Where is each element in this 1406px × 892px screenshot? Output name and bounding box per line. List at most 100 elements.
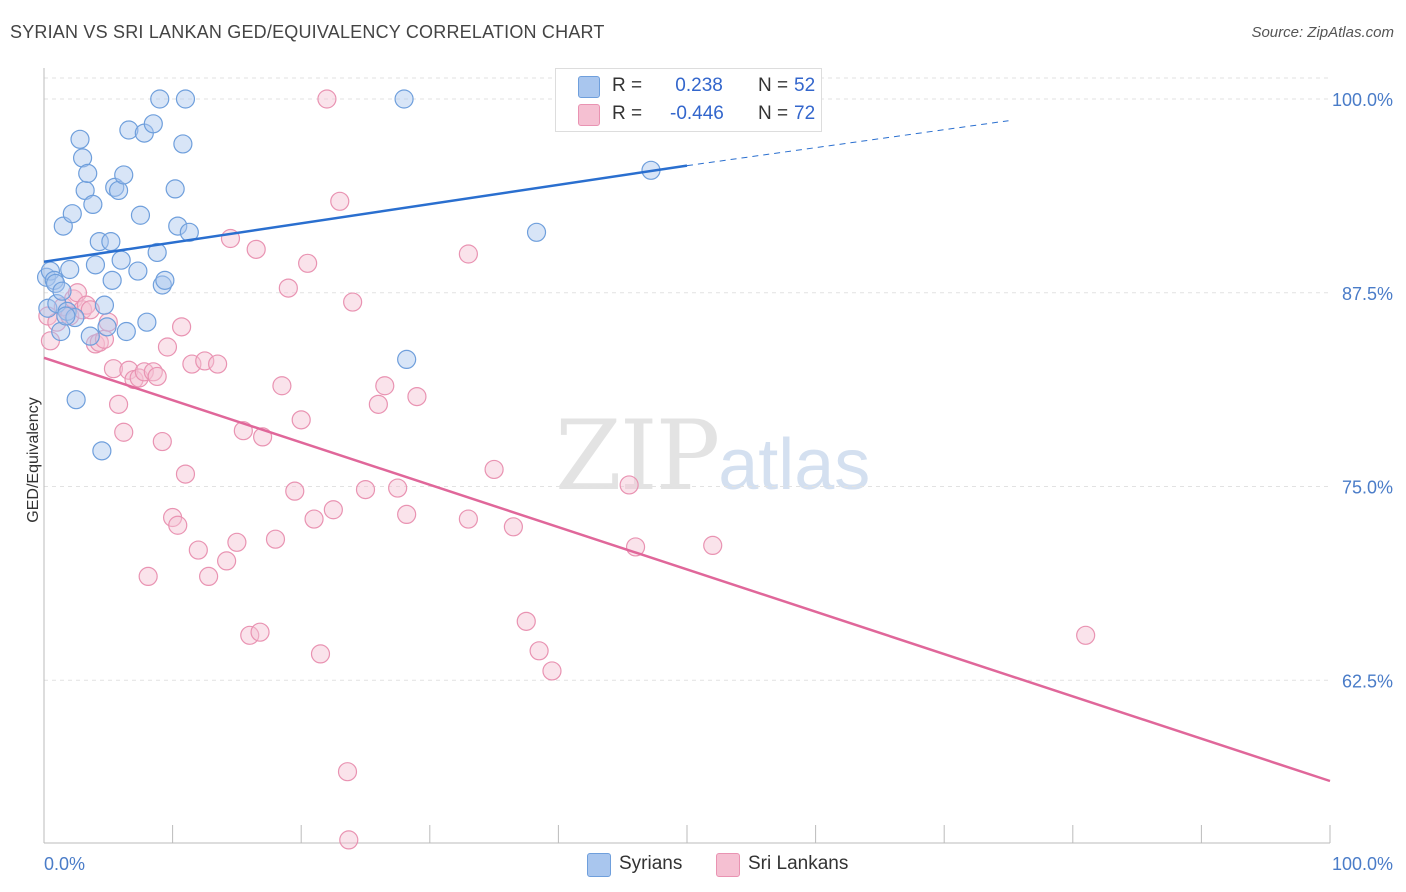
syrian-point (173, 134, 193, 154)
chart-source: Source: ZipAtlas.com (1251, 24, 1394, 41)
y-tick-label: 62.5% (1342, 671, 1393, 691)
sri-lankans-legend-swatch (716, 853, 740, 877)
syrian-point (108, 180, 129, 201)
syrian-point (526, 222, 547, 242)
sri-lankan-point (103, 359, 124, 379)
watermark-zip: ZIP (555, 400, 720, 512)
syrians-swatch (578, 76, 600, 98)
syrian-point (150, 89, 170, 109)
r-label: R = (612, 75, 643, 96)
syrian-point (80, 326, 100, 346)
sri-lankan-point (503, 517, 523, 537)
sri-lankan-point (310, 644, 331, 664)
sri-lankan-point (484, 459, 504, 480)
trend-lines (43, 120, 1331, 783)
r-value: 0.238 (670, 75, 723, 96)
syrian-points (36, 89, 661, 461)
sri-lankan-point (157, 337, 178, 357)
sri-lankan-point (388, 478, 408, 498)
sri-lankan-point (285, 481, 305, 501)
syrian-point (119, 120, 139, 140)
n-label: N = (758, 103, 789, 124)
tick-labels: 100.0% 87.5% 75.0% 62.5% 0.0% 100.0% GED/Equiv… (25, 90, 1393, 874)
sri-lankan-point (703, 535, 723, 556)
y-tick-label: 100.0% (1332, 90, 1393, 110)
syrian-point (111, 250, 131, 270)
sri-lankan-point (317, 89, 337, 109)
syrian-point (51, 321, 71, 342)
syrian-point (70, 129, 90, 149)
syrian-point (128, 261, 148, 281)
stats-legend: R = 0.238 N = 52 R = -0.446 N = 72 (555, 68, 822, 132)
sri-lankan-trend-line (43, 356, 1331, 783)
syrian-point (94, 295, 115, 315)
syrians-legend-swatch (587, 853, 611, 877)
sri-lankan-point (227, 532, 247, 552)
x-tick-label: 0.0% (44, 854, 85, 874)
sri-lankan-point (199, 566, 219, 587)
sri-lankan-point (339, 830, 359, 850)
watermark-atlas: atlas (718, 425, 871, 505)
syrian-point (116, 321, 136, 342)
n-value: 72 (794, 103, 816, 124)
r-label: R = (612, 103, 643, 124)
syrian-point (97, 317, 117, 337)
chart-title: SYRIAN VS SRI LANKAN GED/EQUIVALENCY COR… (10, 22, 605, 42)
syrian-point (102, 270, 122, 290)
syrian-point (394, 89, 414, 109)
syrian-point (101, 232, 121, 252)
sri-lankan-points (38, 89, 1096, 850)
syrians-legend-label: Syrians (619, 853, 683, 874)
sri-lankan-point (119, 360, 139, 380)
sri-lankan-point (343, 292, 363, 312)
syrian-point (179, 222, 199, 242)
sri-lankan-point (355, 480, 376, 500)
sri-lankan-point (368, 394, 388, 414)
sri-lankans-swatch (578, 104, 600, 126)
sri-lankan-point (458, 509, 478, 529)
syrian-point (38, 298, 58, 318)
sri-lankan-point (250, 622, 270, 642)
sri-lankan-point (188, 540, 208, 560)
r-value: -0.446 (670, 103, 724, 124)
syrian-point (52, 281, 72, 301)
sri-lankan-point (80, 300, 100, 320)
sri-lankan-point (168, 515, 188, 535)
syrian-point (147, 242, 167, 263)
sri-lankan-point (265, 529, 286, 549)
sri-lankan-point (1076, 625, 1096, 645)
syrian-point (56, 306, 76, 326)
sri-lankan-point (298, 253, 318, 273)
sri-lankan-point (147, 366, 167, 387)
sri-lankan-point (217, 551, 237, 571)
watermark: ZIPatlas (555, 400, 870, 512)
sri-lankan-point (246, 239, 266, 259)
grid-lines (44, 77, 1330, 681)
syrian-point (45, 273, 66, 294)
sri-lankan-point (272, 376, 292, 396)
sri-lankan-point (138, 566, 158, 587)
syrian-point (175, 89, 196, 109)
sri-lankan-point (458, 244, 478, 264)
sri-lankan-point (337, 762, 358, 782)
axes (43, 68, 1331, 844)
syrian-point (155, 270, 175, 290)
sri-lankan-point (323, 500, 343, 520)
syrian-point (130, 205, 151, 225)
y-tick-label: 75.0% (1342, 478, 1393, 498)
sri-lankan-point (516, 611, 536, 631)
n-value: 52 (794, 75, 816, 96)
syrian-point (85, 255, 106, 275)
syrian-point (137, 312, 157, 332)
syrian-point (168, 216, 188, 236)
sri-lankan-point (375, 376, 395, 396)
n-label: N = (758, 75, 789, 96)
syrian-point (60, 259, 80, 280)
sri-lankan-point (208, 354, 228, 374)
sri-lankan-point (172, 317, 192, 337)
syrian-point (62, 204, 82, 224)
sri-lankan-point (152, 431, 172, 452)
syrian-point (72, 148, 93, 168)
sri-lankan-point (291, 410, 311, 430)
